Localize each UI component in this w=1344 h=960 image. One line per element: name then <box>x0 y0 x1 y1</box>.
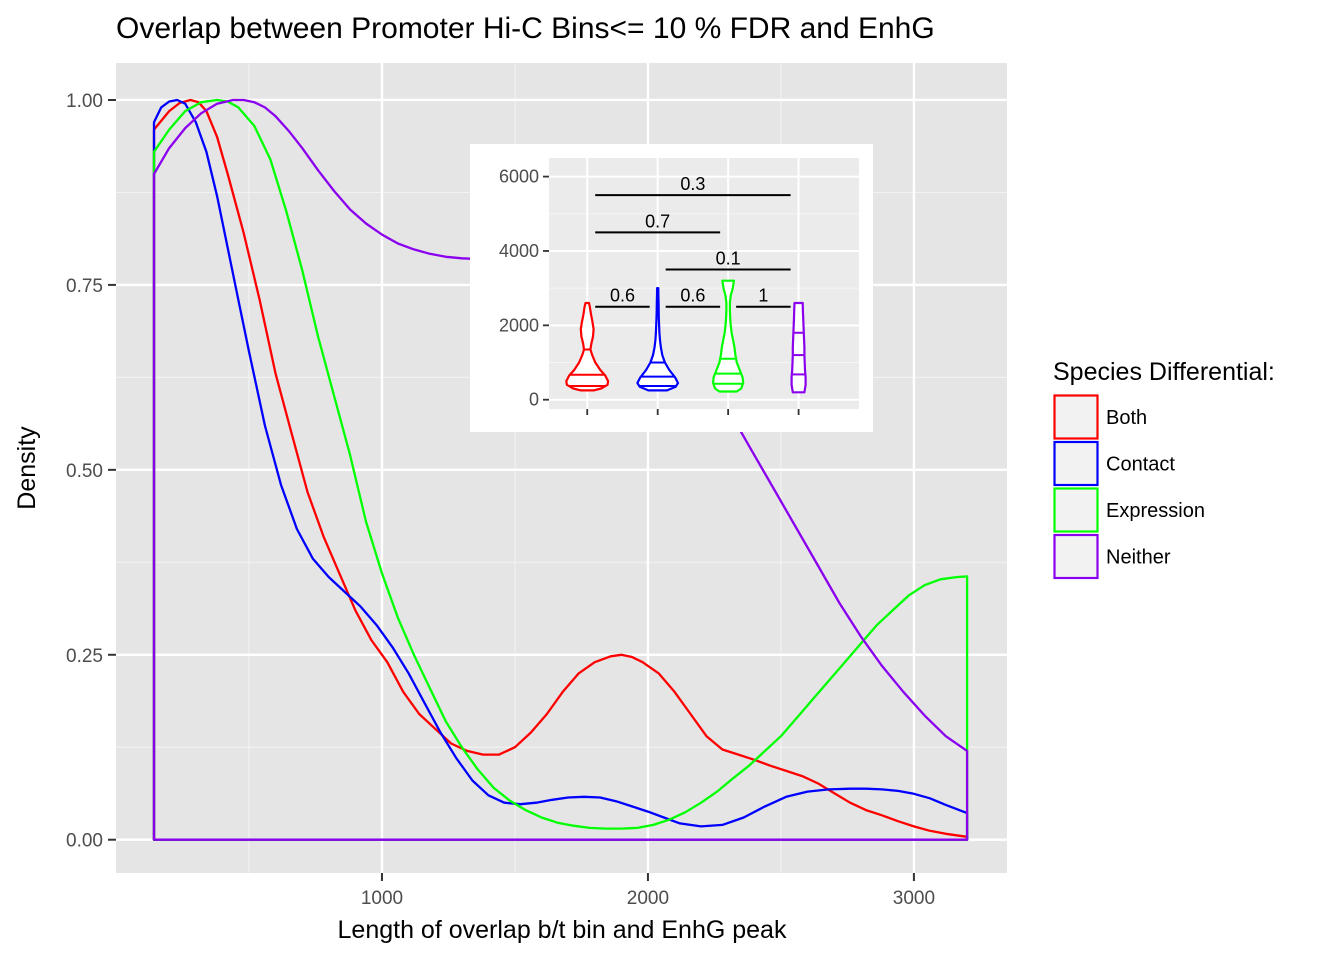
y-tick-label: 0.50 <box>66 461 103 482</box>
x-tick-label: 2000 <box>627 888 669 909</box>
comparison-p-value: 1 <box>758 286 768 306</box>
legend: Species Differential: Both Contact Express… <box>1053 358 1275 580</box>
y-tick-label: 0.25 <box>66 646 103 667</box>
legend-label: Contact <box>1106 454 1175 476</box>
legend-key-both <box>1053 394 1099 440</box>
series-line-expression <box>152 98 969 841</box>
y-tick-label: 1.00 <box>66 91 103 112</box>
chart-title: Overlap between Promoter Hi-C Bins<= 10 … <box>116 12 935 45</box>
inset-y-tick-label: 4000 <box>499 241 539 261</box>
comparison-p-value: 0.1 <box>716 249 741 269</box>
legend-label: Both <box>1106 407 1147 429</box>
violin-contact <box>636 287 680 392</box>
legend-key-contact <box>1053 440 1099 487</box>
inset-panel <box>549 158 859 409</box>
inset-comparisons: 0.6 0.6 1 0.1 0.7 0.3 <box>595 174 791 308</box>
inset-y-tick-label: 2000 <box>499 315 539 335</box>
comparison-p-value: 0.3 <box>680 174 705 194</box>
legend-items: Both Contact Expression Neither <box>1053 394 1205 580</box>
legend-label: Neither <box>1106 547 1171 569</box>
inset-violins <box>565 279 807 394</box>
y-tick-label: 0.75 <box>66 276 103 297</box>
violin-both <box>565 301 610 392</box>
y-axis: 0.00 0.25 0.50 0.75 1.00 <box>66 91 116 852</box>
violin-neither <box>790 301 807 394</box>
comparison-p-value: 0.6 <box>680 286 705 306</box>
y-tick-label: 0.00 <box>66 831 103 852</box>
comparison-p-value: 0.6 <box>610 286 635 306</box>
inset-y-tick-label: 6000 <box>499 167 539 187</box>
x-axis-label: Length of overlap b/t bin and EnhG peak <box>338 916 787 944</box>
x-axis: 1000 2000 3000 <box>361 873 935 909</box>
comparison-p-value: 0.7 <box>645 211 670 231</box>
violin-expression <box>712 279 745 393</box>
inset-y-tick-label: 0 <box>529 390 539 410</box>
legend-label: Expression <box>1106 500 1205 522</box>
x-tick-label: 1000 <box>361 888 403 909</box>
x-tick-label: 3000 <box>893 888 935 909</box>
legend-title: Species Differential: <box>1053 358 1275 386</box>
legend-key-expression <box>1053 487 1099 533</box>
series-line-both <box>152 98 969 841</box>
inset-axes: 0 2000 4000 6000 <box>499 167 800 415</box>
legend-key-neither <box>1053 533 1099 580</box>
y-axis-label: Density <box>13 426 41 510</box>
inset-violin-plot: 0.6 0.6 1 0.1 0.7 0.3 0 2000 4000 6000 <box>470 144 873 432</box>
